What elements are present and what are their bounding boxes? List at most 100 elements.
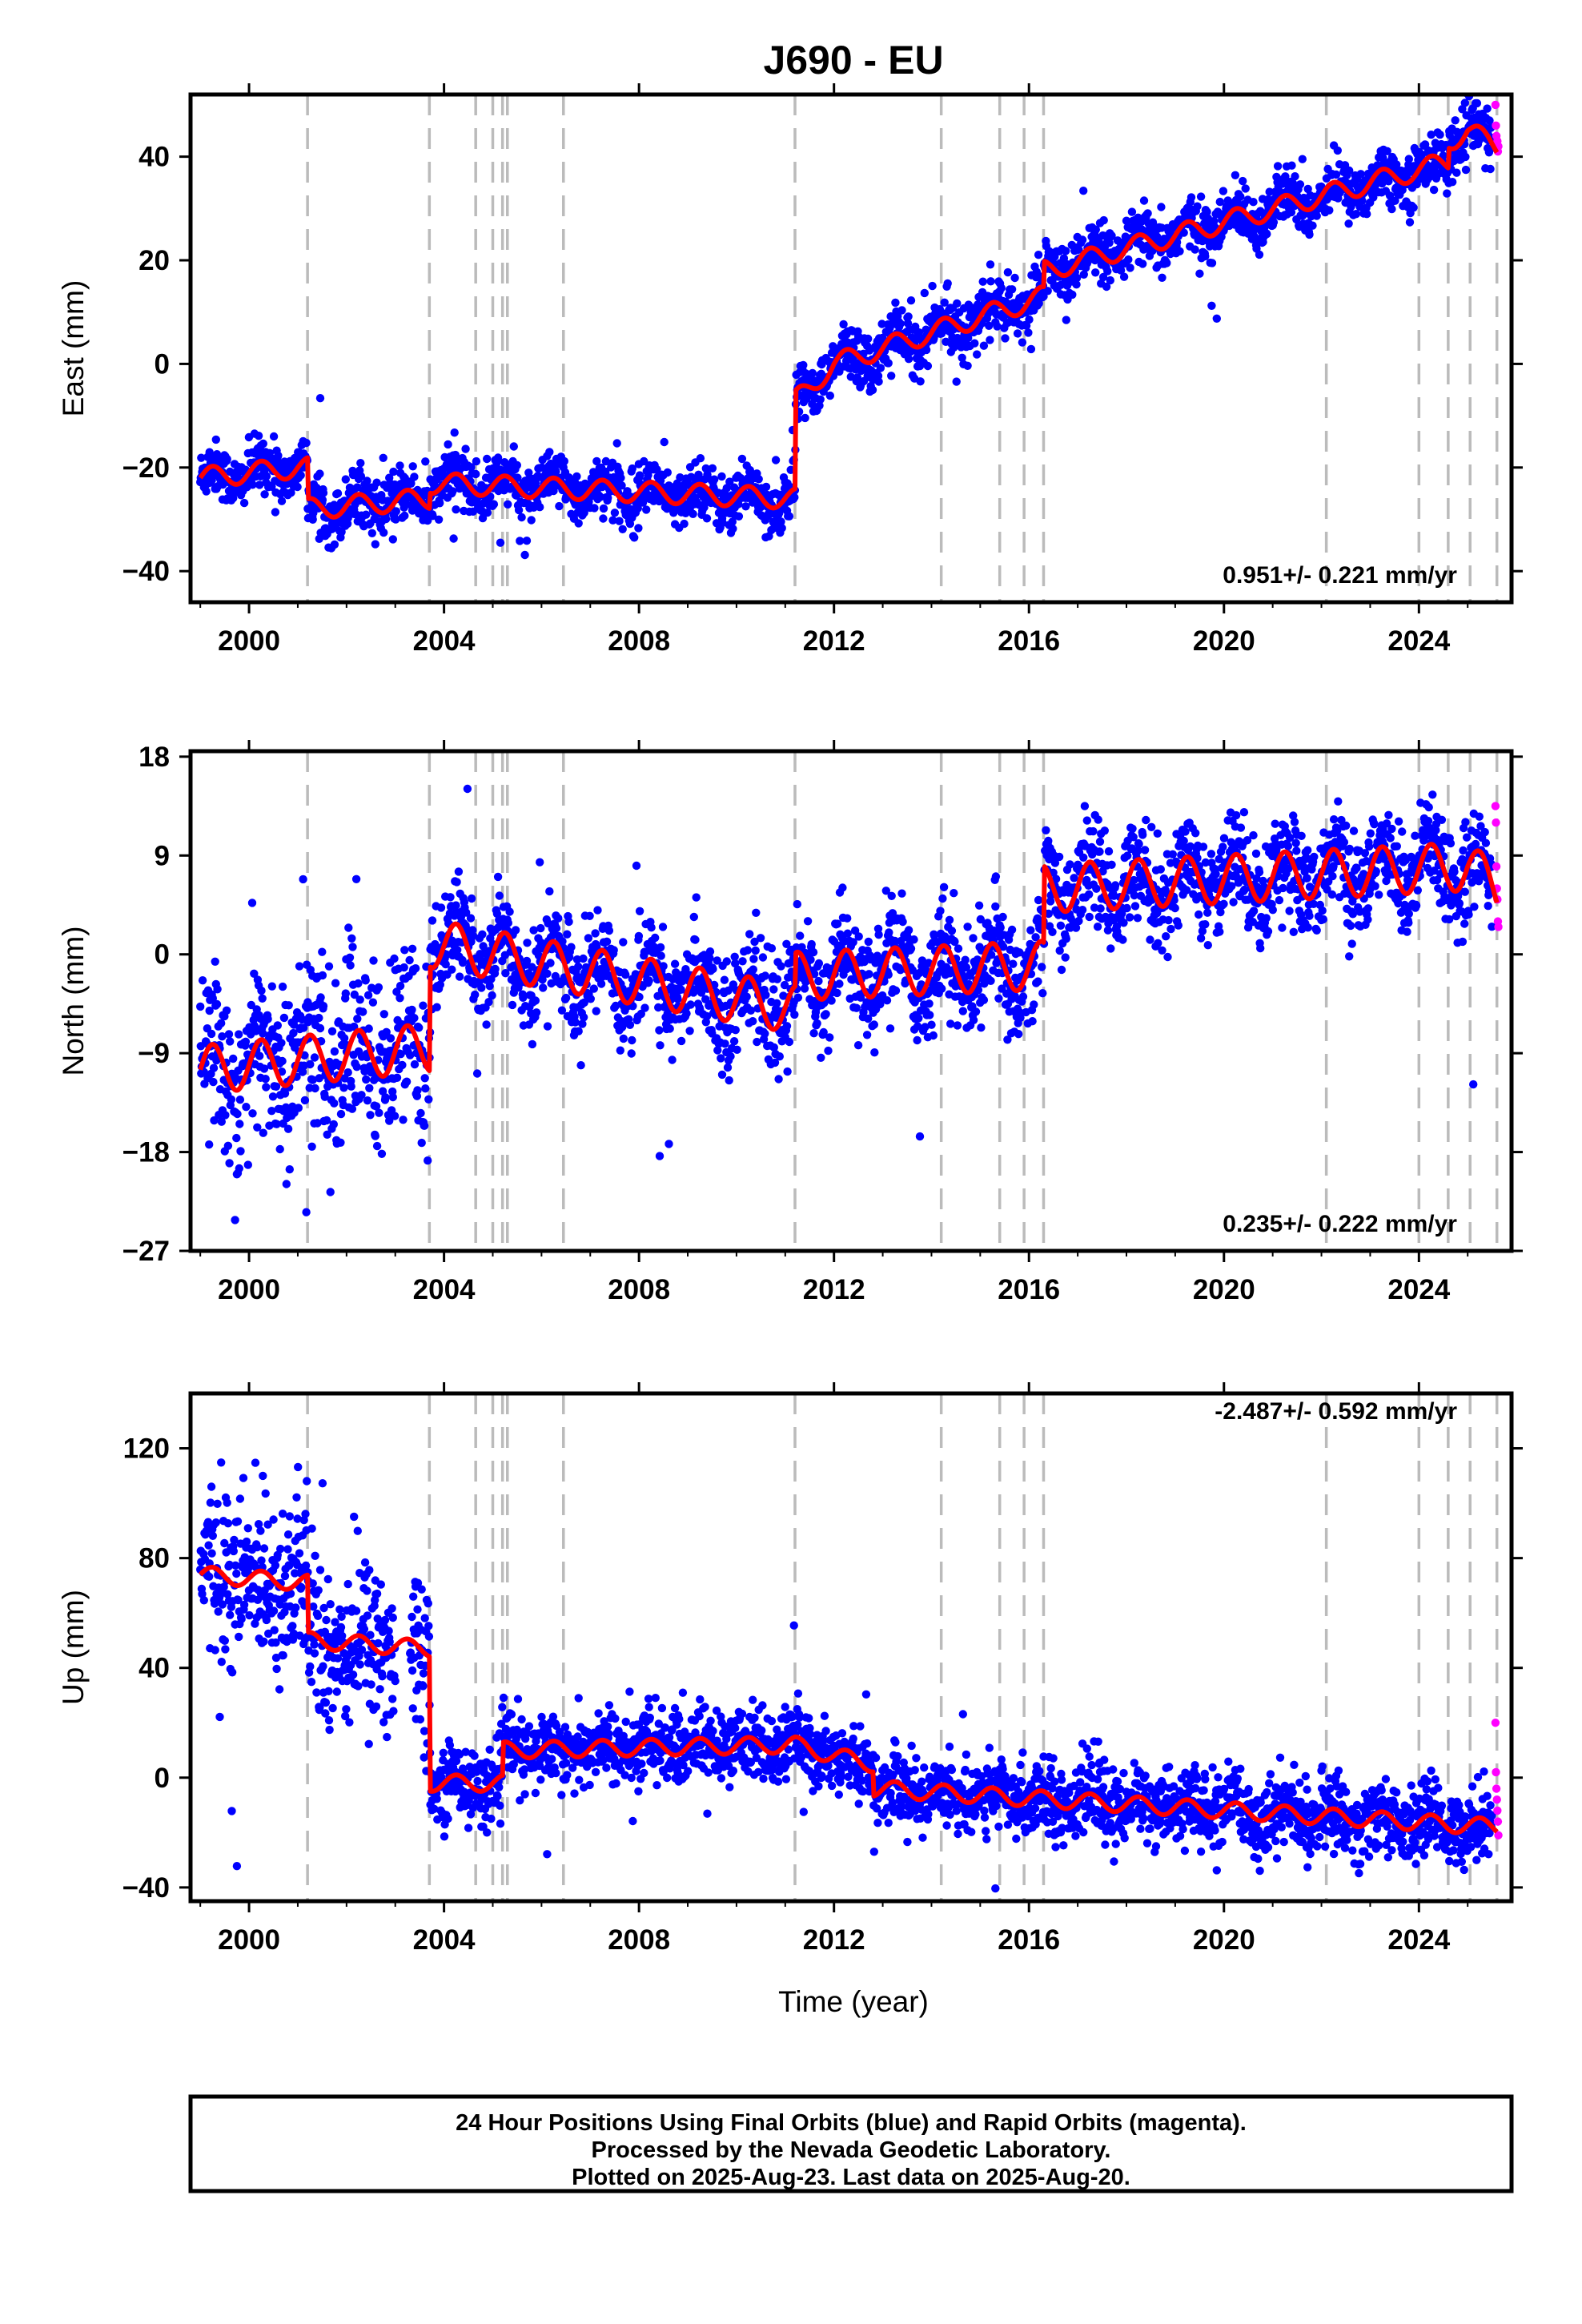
data-point [821, 1010, 830, 1019]
data-point [1363, 210, 1371, 219]
data-point [733, 1045, 741, 1055]
data-point [618, 525, 627, 533]
data-point [874, 377, 883, 386]
data-point [372, 1141, 382, 1151]
data-point [625, 1020, 635, 1030]
data-point [505, 907, 514, 916]
data-point [725, 477, 734, 486]
data-point [596, 493, 605, 501]
data-point [632, 861, 641, 870]
data-point [209, 1063, 219, 1072]
data-point [958, 353, 966, 362]
data-point [318, 947, 327, 956]
data-point [329, 1120, 338, 1129]
data-point [814, 959, 824, 968]
data-point [1062, 247, 1070, 255]
data-point [302, 1208, 311, 1216]
data-point [721, 1039, 729, 1048]
data-point [1091, 268, 1100, 277]
data-point [364, 1024, 373, 1033]
data-point [1331, 170, 1341, 179]
data-point [1010, 273, 1019, 283]
data-point [1451, 116, 1460, 125]
data-point [333, 489, 343, 498]
data-point [1464, 75, 1472, 83]
data-point [248, 1109, 257, 1118]
data-point [694, 470, 703, 479]
data-point [1013, 329, 1022, 338]
data-point [718, 518, 727, 528]
data-point [539, 983, 548, 992]
data-point [1333, 146, 1343, 155]
panel-north: 2000 2004 2008 2012 2016 2020 2024−27−18−90918… [57, 740, 1523, 1305]
data-point [381, 1093, 390, 1102]
data-point [1118, 935, 1127, 944]
data-point [346, 961, 355, 970]
data-point [1308, 221, 1317, 230]
data-point [1107, 860, 1116, 870]
data-point [223, 455, 231, 464]
data-point [359, 1007, 367, 1016]
data-point [827, 996, 836, 1005]
data-point [283, 1124, 293, 1133]
data-point [1026, 344, 1036, 354]
data-point [1405, 218, 1415, 227]
data-point [754, 475, 763, 484]
data-point [493, 872, 503, 882]
data-point [1116, 266, 1126, 275]
data-point [761, 971, 769, 980]
data-point [307, 1142, 316, 1152]
data-point [567, 943, 576, 951]
data-point [906, 944, 916, 953]
x-tick-label: 2020 [1193, 625, 1255, 657]
data-point [884, 359, 893, 368]
data-point [211, 435, 220, 444]
data-point [315, 1013, 323, 1023]
data-point [259, 439, 267, 448]
data-point [1255, 250, 1264, 259]
data-point [261, 1075, 270, 1084]
data-point [807, 939, 816, 949]
data-point [991, 902, 1000, 911]
data-point [916, 377, 925, 386]
data-point [411, 964, 420, 973]
final-orbit-points [196, 75, 1496, 560]
data-point [277, 497, 287, 505]
data-point [986, 336, 994, 344]
data-point [471, 990, 480, 999]
data-point [909, 935, 918, 944]
data-point [979, 341, 989, 350]
data-point [635, 907, 644, 916]
data-point [1034, 251, 1043, 259]
data-point [950, 889, 958, 898]
data-point [452, 878, 461, 887]
data-point [1078, 235, 1087, 244]
data-point [852, 1003, 861, 1012]
data-point [379, 528, 388, 537]
data-point [1102, 282, 1111, 292]
data-point [824, 1046, 833, 1055]
data-point [696, 454, 705, 463]
data-point [970, 339, 979, 348]
data-point [939, 883, 949, 892]
y-tick-label: 40 [139, 142, 170, 173]
data-point [838, 883, 847, 892]
data-point [651, 933, 660, 943]
data-point [196, 1002, 205, 1011]
data-point [353, 1015, 362, 1023]
data-point [572, 472, 581, 481]
data-point [702, 514, 712, 523]
data-point [347, 1082, 355, 1091]
data-point [1104, 846, 1114, 856]
data-point [436, 499, 444, 508]
data-point [1351, 210, 1361, 219]
data-point [1273, 162, 1283, 171]
data-point [777, 962, 785, 971]
data-point [229, 1054, 238, 1063]
data-point [808, 368, 817, 378]
data-point [1100, 826, 1110, 835]
data-point [904, 926, 913, 935]
data-point [392, 1073, 402, 1083]
rapid-point [1491, 100, 1500, 110]
data-point [324, 962, 334, 971]
